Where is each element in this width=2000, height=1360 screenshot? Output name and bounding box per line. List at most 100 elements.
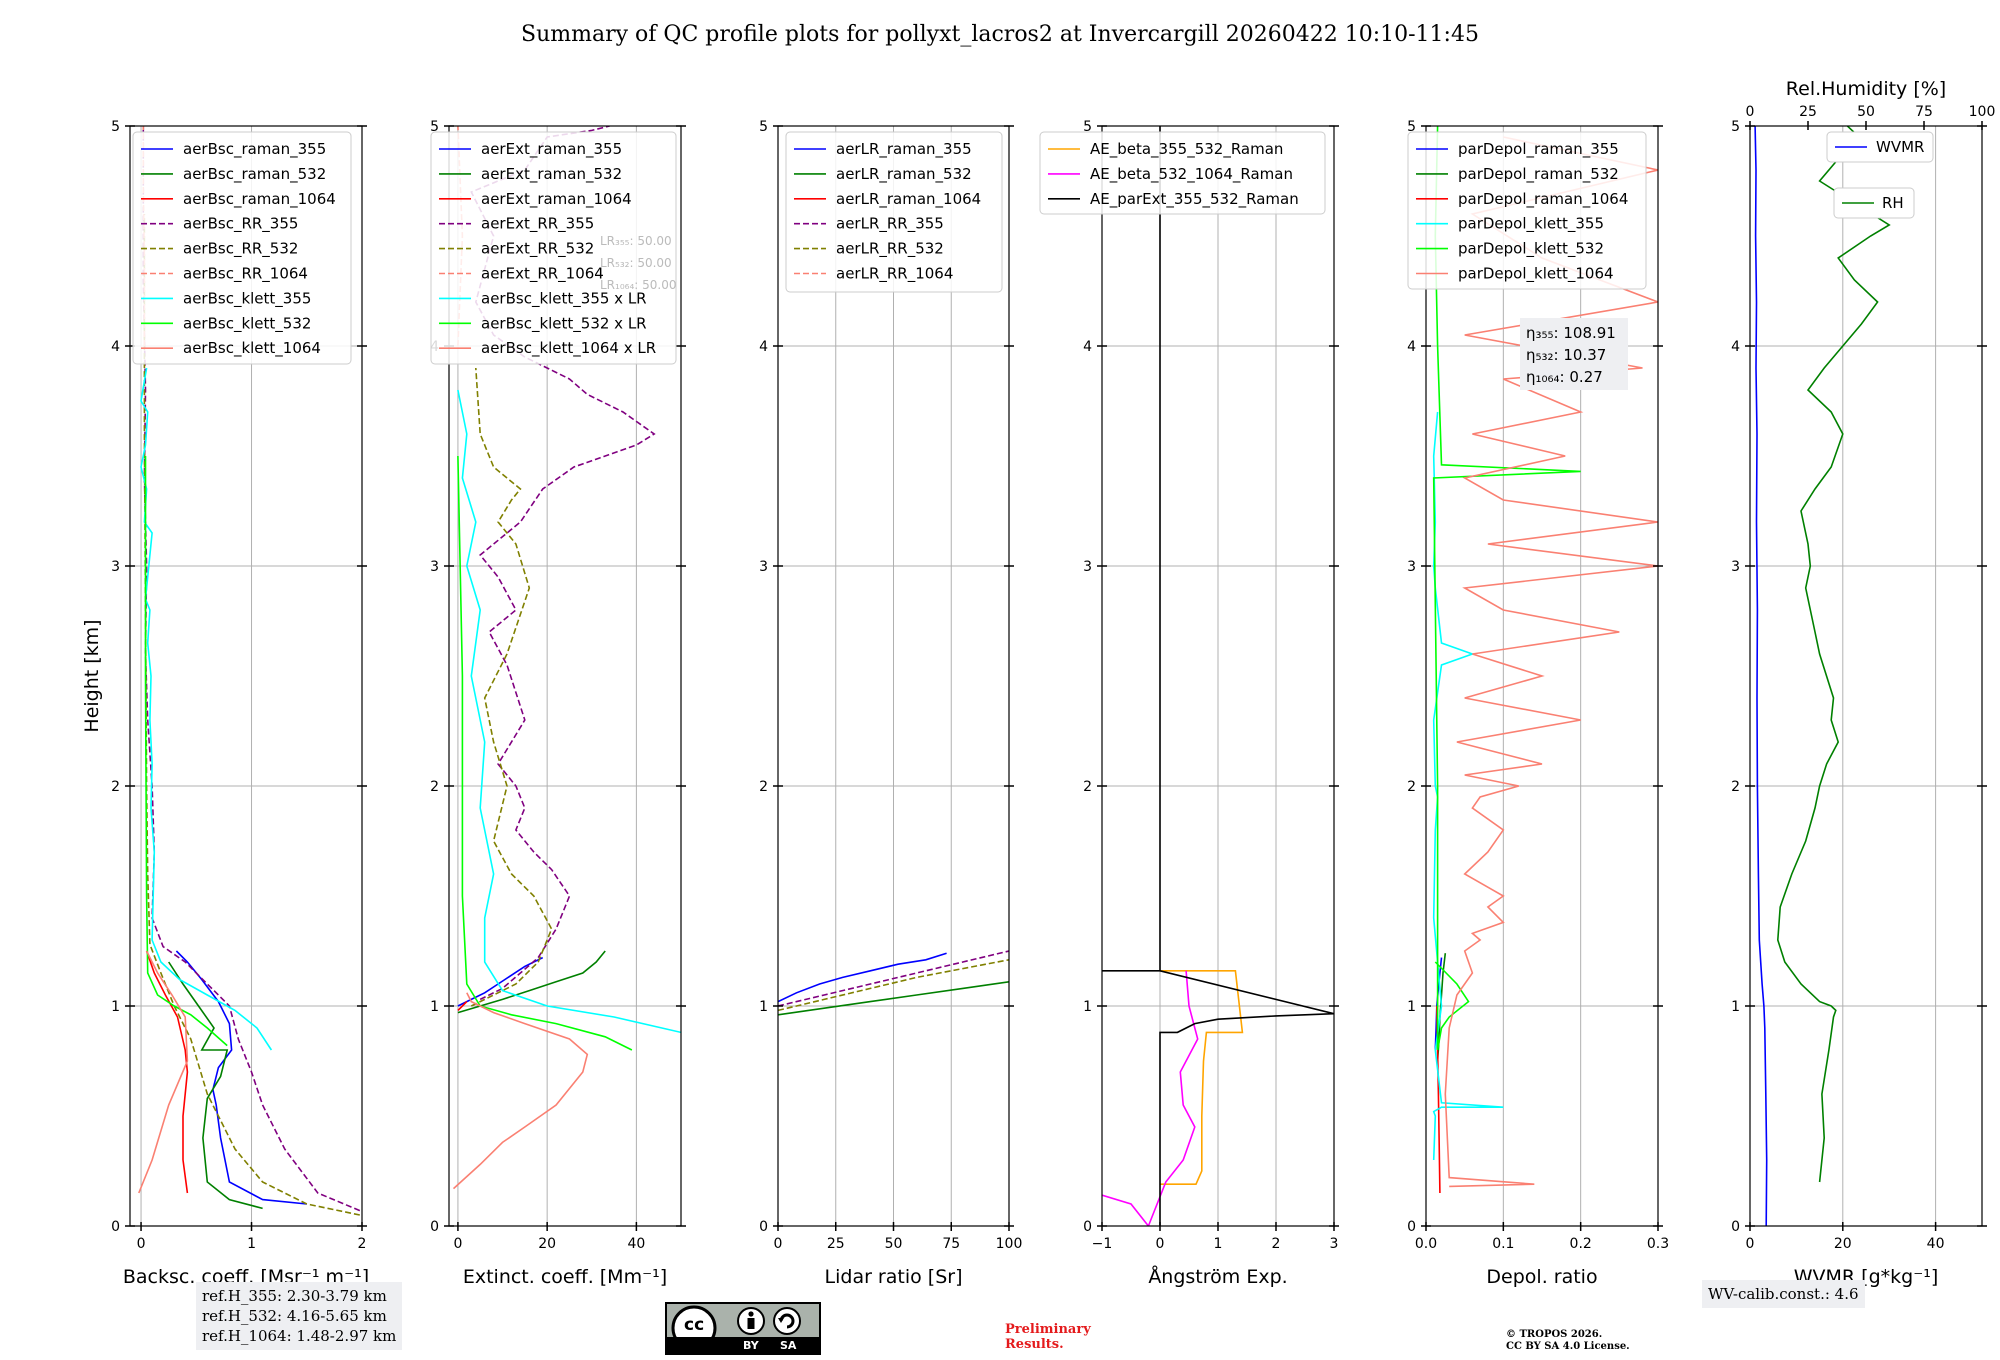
legend-entry: RH xyxy=(1882,194,1904,212)
preliminary-line-2: Results. xyxy=(1005,1337,1064,1352)
x-tick-label: 3 xyxy=(1330,1236,1339,1252)
y-tick-label: 5 xyxy=(1731,119,1740,135)
x-axis-label: Ångström Exp. xyxy=(1148,1265,1287,1288)
series-AE_beta_532_1064_Raman xyxy=(1102,970,1199,1226)
series-parDepol_klett_532 xyxy=(1432,126,1581,1051)
series-AE_parExt_355_532_Raman xyxy=(1102,126,1334,1226)
cc-license-badge: cc BY SA xyxy=(665,1302,821,1355)
y-tick-label: 3 xyxy=(1407,559,1416,575)
series-RH xyxy=(1776,126,1891,1183)
series-aerExt_RR_355 xyxy=(470,126,656,1001)
annotation-box xyxy=(1520,318,1628,390)
series-aerExt_raman_532 xyxy=(457,950,606,1014)
legend-entry: aerExt_raman_1064 xyxy=(481,190,632,209)
series-aerLR_RR_532 xyxy=(778,959,1009,1012)
wv-calib-note: WV-calib.const.: 4.6 xyxy=(1702,1280,1865,1308)
y-tick-label: 4 xyxy=(1731,339,1740,355)
y-tick-label: 4 xyxy=(1407,339,1416,355)
x-tick-label: 2 xyxy=(1272,1236,1281,1252)
y-tick-label: 5 xyxy=(111,119,120,135)
legend-entry: aerLR_RR_355 xyxy=(836,215,944,234)
top-tick-label: 75 xyxy=(1915,104,1933,120)
legend-entry: AE_parExt_355_532_Raman xyxy=(1090,190,1299,209)
legend-entry: aerExt_RR_532 xyxy=(481,240,594,259)
x-axis-label: Depol. ratio xyxy=(1486,1266,1597,1288)
annotation-text: LR₁₀₆₄: 50.00 xyxy=(600,278,676,292)
legend-entry: aerBsc_klett_532 x LR xyxy=(481,314,647,333)
legend-box xyxy=(132,131,352,365)
y-tick-label: 1 xyxy=(1731,999,1740,1015)
y-tick-label: 1 xyxy=(1083,999,1092,1015)
top-tick-label: 100 xyxy=(1969,104,1996,120)
legend-entry: AE_beta_532_1064_Raman xyxy=(1090,165,1293,184)
x-tick-label: 0 xyxy=(1156,1236,1165,1252)
x-tick-label: −1 xyxy=(1092,1236,1113,1252)
legend-box xyxy=(785,131,1003,293)
preliminary-notice: Preliminary Results. xyxy=(1005,1322,1091,1352)
x-tick-label: 40 xyxy=(1927,1236,1945,1252)
x-tick-label: 20 xyxy=(538,1236,556,1252)
legend-entry: aerBsc_raman_1064 xyxy=(183,190,336,209)
legend-entry: parDepol_klett_355 xyxy=(1458,215,1604,234)
y-tick-label: 0 xyxy=(1407,1219,1416,1235)
y-tick-label: 2 xyxy=(759,779,768,795)
x-tick-label: 40 xyxy=(627,1236,645,1252)
preliminary-line-1: Preliminary xyxy=(1005,1322,1091,1337)
legend-entry: aerLR_raman_1064 xyxy=(836,190,981,209)
y-tick-label: 3 xyxy=(430,559,439,575)
legend-entry: aerExt_RR_355 xyxy=(481,215,594,234)
x-tick-label: 0 xyxy=(137,1236,146,1252)
legend-entry: WVMR xyxy=(1876,138,1924,156)
series-aerBsc_RR_355 xyxy=(142,126,361,1212)
x-tick-label: 1 xyxy=(247,1236,256,1252)
legend-entry: aerBsc_klett_1064 x LR xyxy=(481,339,656,358)
y-tick-label: 2 xyxy=(1407,779,1416,795)
legend-entry: parDepol_raman_532 xyxy=(1458,165,1619,184)
axes-frame xyxy=(448,125,682,1227)
y-tick-label: 0 xyxy=(759,1219,768,1235)
x-tick-label: 50 xyxy=(885,1236,903,1252)
series-aerBsc_klett_1064 x LR xyxy=(452,992,589,1190)
x-tick-label: 0 xyxy=(774,1236,783,1252)
x-axis-label: Extinct. coeff. [Mm⁻¹] xyxy=(463,1266,667,1288)
legend-entry: aerBsc_RR_1064 xyxy=(183,265,308,284)
legend-entry: aerBsc_klett_1064 xyxy=(183,339,321,358)
annotation-text: η₁₀₆₄: 0.27 xyxy=(1526,368,1603,386)
x-tick-label: 0 xyxy=(1746,1236,1755,1252)
x-tick-label: 25 xyxy=(827,1236,845,1252)
series-aerBsc_raman_1064 xyxy=(145,950,189,1194)
y-tick-label: 5 xyxy=(759,119,768,135)
panel-extinction: 01234502040Extinct. coeff. [Mm⁻¹]aerExt_… xyxy=(430,119,686,1288)
series-aerBsc_raman_532 xyxy=(168,961,263,1210)
refh-note: ref.H_355: 2.30-3.79 km ref.H_532: 4.16-… xyxy=(196,1282,403,1350)
x-tick-label: 0.1 xyxy=(1492,1236,1514,1252)
axes-frame xyxy=(129,125,363,1227)
y-tick-label: 5 xyxy=(1407,119,1416,135)
refh-532: ref.H_532: 4.16-5.65 km xyxy=(202,1307,387,1325)
legend-entry: aerExt_RR_1064 xyxy=(481,265,604,284)
y-tick-label: 3 xyxy=(1731,559,1740,575)
legend-entry: aerBsc_raman_355 xyxy=(183,140,326,159)
legend-box xyxy=(1039,131,1326,215)
refh-355: ref.H_355: 2.30-3.79 km xyxy=(202,1287,387,1305)
series-AE_beta_355_532_Raman xyxy=(1160,969,1244,1185)
top-tick-label: 50 xyxy=(1857,104,1875,120)
y-tick-label: 0 xyxy=(430,1219,439,1235)
y-tick-label: 3 xyxy=(759,559,768,575)
legend-entry: aerBsc_klett_532 xyxy=(183,314,311,333)
x-tick-label: 0.0 xyxy=(1415,1236,1437,1252)
y-tick-label: 2 xyxy=(430,779,439,795)
legend-entry: aerBsc_klett_355 x LR xyxy=(481,289,647,308)
legend-entry: aerBsc_RR_355 xyxy=(183,215,298,234)
y-tick-label: 5 xyxy=(1083,119,1092,135)
series-aerLR_raman_355 xyxy=(778,952,947,1003)
top-tick-label: 0 xyxy=(1746,104,1755,120)
x-tick-label: 20 xyxy=(1834,1236,1852,1252)
series-aerBsc_klett_355 x LR xyxy=(457,389,681,1034)
y-tick-label: 1 xyxy=(759,999,768,1015)
series-aerBsc_klett_355 xyxy=(140,367,273,1051)
legend-entry: parDepol_raman_1064 xyxy=(1458,190,1628,209)
series-aerExt_raman_1064 xyxy=(457,1001,468,1011)
